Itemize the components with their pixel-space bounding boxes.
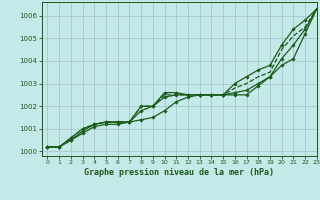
- X-axis label: Graphe pression niveau de la mer (hPa): Graphe pression niveau de la mer (hPa): [84, 168, 274, 177]
